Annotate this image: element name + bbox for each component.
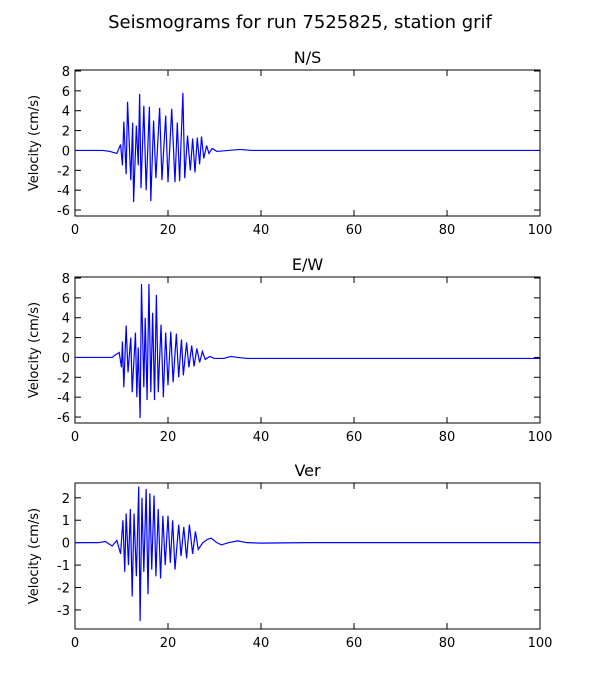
trace-line [75,486,540,622]
x-tick-label: 80 [439,430,456,445]
y-tick-label: -6 [57,204,70,219]
y-tick-label: 0 [62,351,70,366]
x-tick-label: 100 [528,223,553,238]
y-tick-label: -4 [57,184,70,199]
subplot-title: Ver [294,461,321,480]
subplot-title: N/S [294,48,322,67]
y-tick-label: 8 [62,65,70,80]
x-tick-label: 60 [346,223,363,238]
y-tick-label: 6 [62,292,70,307]
y-tick-label: -6 [57,411,70,426]
y-tick-label: 0 [62,537,70,552]
y-tick-label: -2 [57,164,70,179]
y-axis-label: Velocity (cm/s) [27,508,42,604]
y-tick-label: -4 [57,391,70,406]
x-tick-label: 60 [346,636,363,651]
x-tick-label: 40 [253,223,270,238]
x-tick-label: 100 [528,636,553,651]
x-tick-label: 40 [253,430,270,445]
plot-frame [74,482,541,630]
x-tick-label: 80 [439,636,456,651]
trace-line [75,283,540,419]
x-tick-label: 40 [253,636,270,651]
plot-frame [74,69,541,217]
trace-line [75,92,540,203]
x-tick-label: 80 [439,223,456,238]
y-tick-label: 4 [62,105,70,120]
y-tick-label: 2 [62,332,70,347]
y-tick-label: -1 [57,559,70,574]
x-tick-label: 0 [71,223,79,238]
x-tick-label: 60 [346,430,363,445]
x-tick-label: 0 [71,430,79,445]
x-tick-label: 100 [528,430,553,445]
y-tick-label: 4 [62,312,70,327]
y-axis-label: Velocity (cm/s) [27,302,42,398]
x-tick-label: 20 [160,430,177,445]
y-tick-label: -2 [57,371,70,386]
y-tick-label: 2 [62,125,70,140]
y-tick-label: -2 [57,582,70,597]
figure-title: Seismograms for run 7525825, station gri… [108,12,492,33]
y-tick-label: 2 [62,492,70,507]
x-tick-label: 0 [71,636,79,651]
y-tick-label: 1 [62,514,70,529]
plot-frame [74,276,541,424]
y-tick-label: -3 [57,604,70,619]
subplot-title: E/W [292,255,324,274]
y-tick-label: 6 [62,85,70,100]
y-tick-label: 8 [62,272,70,287]
y-axis-label: Velocity (cm/s) [27,95,42,191]
x-tick-label: 20 [160,223,177,238]
y-tick-label: 0 [62,144,70,159]
x-tick-label: 20 [160,636,177,651]
